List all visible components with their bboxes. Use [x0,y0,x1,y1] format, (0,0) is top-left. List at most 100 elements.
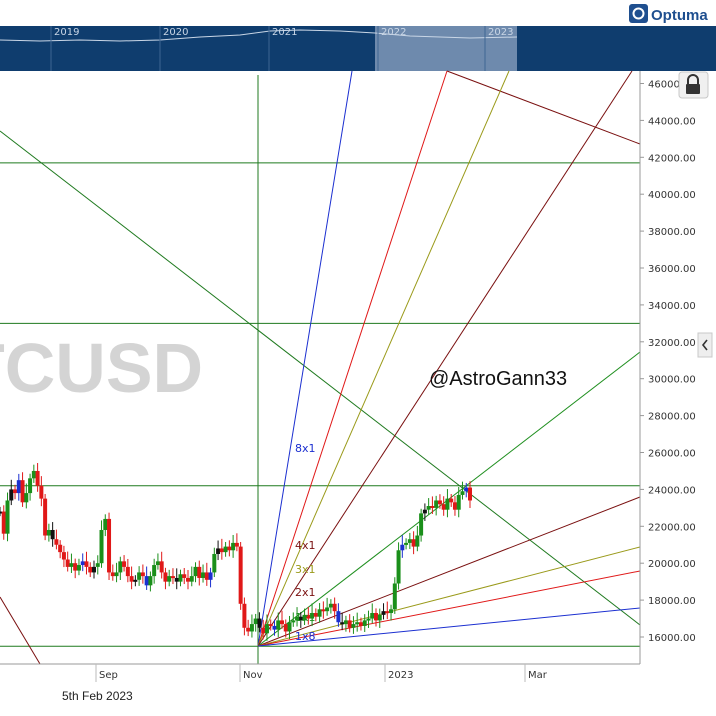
candle-body [69,563,74,567]
candle-body [110,572,115,577]
candle-body [227,546,232,551]
candle-body [392,583,397,610]
x-tick-label: 2023 [388,670,413,681]
collapse-panel-button[interactable] [697,332,713,358]
y-tick-label: 22000.00 [648,522,696,533]
candle-body [358,622,363,626]
candle-body [231,542,236,551]
descending-guide-line[interactable] [0,596,41,665]
candle-body [103,518,108,530]
y-tick-label: 20000.00 [648,559,696,570]
navigator-year-label[interactable]: 2023 [488,27,513,38]
candle-body [28,478,33,494]
candle-body [389,609,394,614]
candle-body [325,607,330,612]
candle-body [148,576,153,586]
descending-trend-line[interactable] [0,130,641,626]
brand-name: Optuma [651,7,708,24]
upper-fan-line[interactable] [446,70,641,145]
candle-body [291,620,296,623]
navigator-year-label[interactable]: 2019 [54,27,79,38]
candle-body [362,620,367,626]
candle-body [46,529,51,536]
navigator-background[interactable] [0,26,716,71]
candle-body [246,627,251,632]
y-tick-label: 34000.00 [648,301,696,312]
gann-fan-line-1x8[interactable] [257,607,641,647]
candle-body [114,572,119,577]
navigator-price-line [0,29,518,42]
candle-body [313,613,318,617]
candle-body [437,500,442,505]
status-date: 5th Feb 2023 [62,689,133,703]
time-axis[interactable]: Sep Nov 2023 Mar [0,663,640,682]
candle-body [9,489,14,501]
lock-icon [686,74,700,94]
candle-body [107,518,112,573]
candle-body [178,574,183,582]
candle-body [197,566,202,578]
navigator-selection[interactable] [375,26,517,71]
gann-fan-line-3x1[interactable] [257,70,510,647]
x-tick-label: Sep [99,670,118,681]
candle-body [441,504,446,510]
candle-body [385,611,390,614]
candle-body [84,561,89,567]
date-navigator[interactable]: 2019 2020 2021 2022 2023 [0,26,716,71]
plot-area[interactable]: TCUSD 8x1 4x1 3x1 2x1 1x1 1x8 @AstroGann33 [0,70,641,665]
navigator-year-label[interactable]: 2020 [163,27,188,38]
candle-body [182,574,187,578]
candle-body [355,622,360,625]
candle-body [456,494,461,510]
candle-body [212,553,217,573]
y-tick-label: 36000.00 [648,264,696,275]
gann-fan-line-1x2[interactable] [257,496,641,647]
lock-button[interactable] [678,71,709,99]
candle-body [61,552,66,560]
candle-body [204,572,209,580]
candle-body [92,566,96,573]
gann-fan-label: 1x1 [295,611,316,624]
candle-body [295,616,300,621]
candle-body [407,539,412,543]
candle-body [302,614,307,621]
candle-body [464,487,469,492]
gann-fan-line-2x1[interactable] [257,70,633,647]
x-tick-label: Mar [528,670,548,681]
candle-body [219,548,224,553]
gann-fan-line-1x3[interactable] [257,546,641,647]
gann-fan-label: 1x8 [295,630,316,643]
candle-body [426,506,431,510]
y-tick-label: 38000.00 [648,227,696,238]
navigator-year-label[interactable]: 2022 [381,27,406,38]
price-axis[interactable]: 16000.00 18000.00 20000.00 22000.00 24000.00… [639,71,696,664]
candle-body [95,563,100,567]
candle-body [118,561,123,573]
candle-body [283,624,288,632]
candle-body [280,620,284,625]
candle-body [234,542,239,547]
candle-body [370,613,375,619]
symbol-watermark: TCUSD [0,329,203,407]
candle-body [347,620,352,628]
candle-body [133,579,138,582]
gann-fan-line-8x1[interactable] [257,70,353,647]
y-tick-label: 26000.00 [648,449,696,460]
y-tick-label: 44000.00 [648,116,696,127]
optuma-logo: Optuma [629,4,708,24]
gann-fan-line-4x1[interactable] [257,70,448,647]
candle-body [422,509,427,514]
candle-body [287,622,292,632]
candle-body [24,493,29,503]
candle-body [140,572,145,577]
candle-body [430,506,435,509]
candle-body [268,624,273,627]
gann-fan-line-1x4[interactable] [257,570,641,647]
candle-body [336,611,341,623]
candle-body [366,618,371,621]
candle-body [5,500,10,534]
navigator-year-label[interactable]: 2021 [272,27,297,38]
y-tick-label: 28000.00 [648,412,696,423]
candle-body [242,603,247,628]
candle-body [374,613,378,621]
